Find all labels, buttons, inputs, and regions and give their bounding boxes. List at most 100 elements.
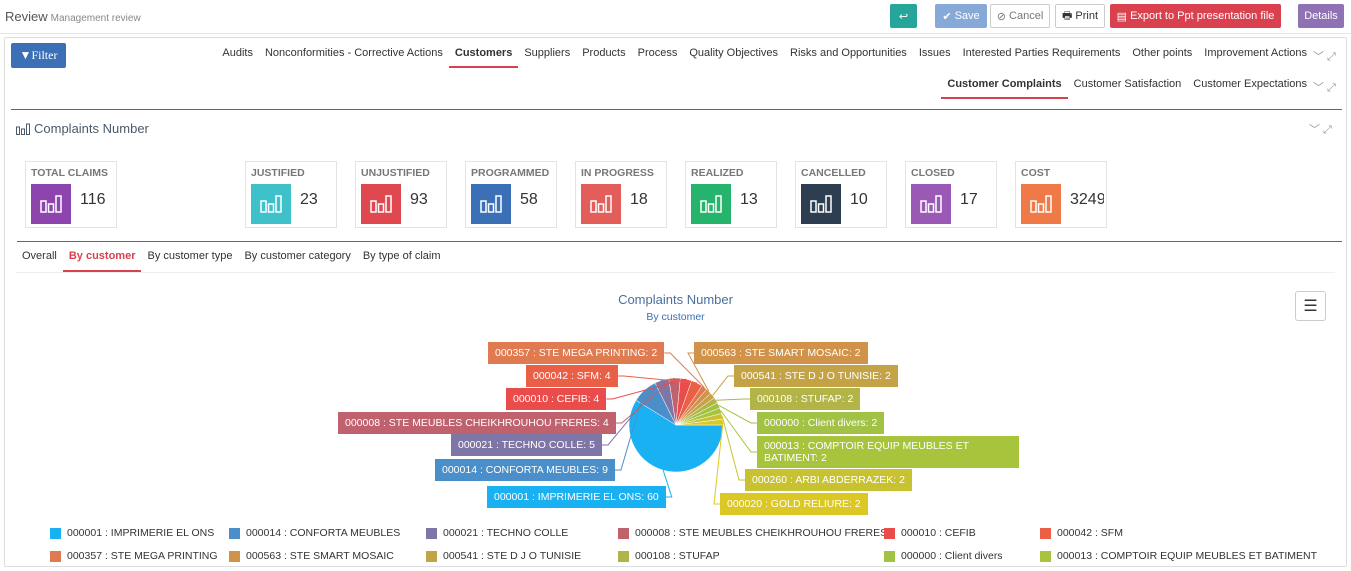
print-button[interactable]: 🖶 Print [1055, 4, 1105, 28]
tabs-collapse-icon[interactable]: ﹀ ⤢ [1313, 51, 1336, 63]
bar-chart-icon [471, 184, 511, 224]
kpi-card[interactable]: REALIZED 13 [685, 161, 777, 228]
subtab-customer-satisfaction[interactable]: Customer Satisfaction [1073, 78, 1182, 90]
legend-item[interactable]: 000001 : IMPRIMERIE EL ONS [50, 527, 214, 539]
funnel-icon: ▼ [19, 48, 32, 62]
kpi-card[interactable]: IN PROGRESS 18 [575, 161, 667, 228]
tab-risks-and-opportunities[interactable]: Risks and Opportunities [790, 47, 907, 59]
bar-chart-icon [16, 123, 30, 135]
cancel-button[interactable]: ⊘ Cancel [990, 4, 1050, 28]
legend-swatch [618, 550, 629, 562]
subtabs-collapse-icon[interactable]: ﹀ ⤢ [1313, 82, 1336, 94]
legend-item[interactable]: 000357 : STE MEGA PRINTING [50, 550, 218, 562]
data-label: 000000 : Client divers: 2 [757, 412, 885, 434]
data-label: 000108 : STUFAP: 2 [750, 388, 861, 410]
chart-menu-button[interactable]: ☰ [1295, 291, 1326, 321]
legend-item[interactable]: 000108 : STUFAP [618, 550, 720, 562]
export-ppt-button[interactable]: ▤ Export to Ppt presentation file [1110, 4, 1281, 28]
legend-item[interactable]: 000563 : STE SMART MOSAIC [229, 550, 394, 562]
legend-item[interactable]: 000021 : TECHNO COLLE [426, 527, 568, 539]
data-label: 000042 : SFM: 4 [526, 365, 618, 387]
main-tabs: Audits Nonconformities - Corrective Actio… [216, 46, 1313, 68]
data-label: 000260 : ARBI ABDERRAZEK: 2 [745, 469, 912, 491]
kpi-label: CLOSED [911, 167, 955, 179]
subtab-customer-expectations[interactable]: Customer Expectations [1193, 78, 1307, 90]
bar-chart-icon [1021, 184, 1061, 224]
data-label: 000021 : TECHNO COLLE: 5 [451, 434, 602, 456]
chart-tabs: Overall By customer By customer type By cus… [16, 250, 446, 272]
back-button[interactable]: ↩ [890, 4, 917, 28]
file-icon: ▤ [1116, 10, 1128, 23]
legend-item[interactable]: 000541 : STE D J O TUNISIE [426, 550, 581, 562]
legend-label: 000008 : STE MEUBLES CHEIKHROUHOU FRERES [635, 527, 888, 539]
kpi-value: 13 [740, 191, 758, 208]
data-label: 000013 : COMPTOIR EQUIP MEUBLES ET BATIM… [757, 436, 1019, 468]
legend-item[interactable]: 000008 : STE MEUBLES CHEIKHROUHOU FRERES [618, 527, 887, 539]
legend-label: 000000 : Client divers [901, 550, 1003, 562]
kpi-card[interactable]: CLOSED 17 [905, 161, 997, 228]
tab-nonconformities-corrective-actions[interactable]: Nonconformities - Corrective Actions [264, 47, 443, 59]
review-panel [4, 37, 1347, 567]
kpi-card[interactable]: CANCELLED 10 [795, 161, 887, 228]
tab-improvement-actions[interactable]: Improvement Actions [1204, 47, 1307, 59]
tab-other-points[interactable]: Other points [1132, 47, 1193, 59]
kpi-value: 23 [300, 191, 318, 208]
chart-tab-overall[interactable]: Overall [22, 250, 57, 262]
legend-item[interactable]: 000013 : COMPTOIR EQUIP MEUBLES ET BATIM… [1040, 550, 1317, 562]
data-label: 000008 : STE MEUBLES CHEIKHROUHOU FRERES… [338, 412, 616, 434]
ban-icon: ⊘ [996, 10, 1006, 23]
tab-customers[interactable]: Customers [448, 46, 519, 68]
kpi-card[interactable]: PROGRAMMED 58 [465, 161, 557, 228]
tab-suppliers[interactable]: Suppliers [524, 47, 571, 59]
legend-item[interactable]: 000000 : Client divers [884, 550, 1003, 562]
legend-label: 000021 : TECHNO COLLE [443, 527, 569, 539]
data-label: 000001 : IMPRIMERIE EL ONS: 60 [487, 486, 666, 508]
legend-label: 000563 : STE SMART MOSAIC [246, 550, 394, 562]
kpi-value: 116 [80, 191, 106, 208]
tab-process[interactable]: Process [637, 47, 678, 59]
kpi-label: IN PROGRESS [581, 167, 654, 179]
kpi-label: COST [1021, 167, 1051, 179]
data-label: 000010 : CEFIB: 4 [506, 388, 607, 410]
legend-item[interactable]: 000042 : SFM [1040, 527, 1123, 539]
chart-tab-by-customer-type[interactable]: By customer type [147, 250, 233, 262]
tab-audits[interactable]: Audits [222, 47, 253, 59]
subtab-customer-complaints[interactable]: Customer Complaints [941, 77, 1068, 99]
divider [16, 272, 1335, 273]
legend-item[interactable]: 000010 : CEFIB [884, 527, 976, 539]
legend-swatch [50, 550, 61, 562]
filter-button[interactable]: ▼ Filter [11, 43, 66, 68]
legend-swatch [229, 527, 240, 539]
legend-item[interactable]: 000014 : CONFORTA MEUBLES [229, 527, 400, 539]
section-collapse-icon[interactable]: ﹀ ⤢ [1309, 124, 1332, 136]
bar-chart-icon [581, 184, 621, 224]
legend-label: 000357 : STE MEGA PRINTING [67, 550, 218, 562]
tab-interested-parties-requirements[interactable]: Interested Parties Requirements [962, 47, 1121, 59]
save-button[interactable]: ✔ Save [935, 4, 987, 28]
kpi-card[interactable]: COST 3249 [1015, 161, 1107, 228]
legend-swatch [426, 550, 437, 562]
tab-issues[interactable]: Issues [918, 47, 951, 59]
tab-products[interactable]: Products [582, 47, 626, 59]
divider [11, 109, 1342, 110]
kpi-card[interactable]: UNJUSTIFIED 93 [355, 161, 447, 228]
legend-swatch [426, 527, 437, 539]
legend-label: 000108 : STUFAP [635, 550, 720, 562]
kpi-card[interactable]: JUSTIFIED 23 [245, 161, 337, 228]
legend-label: 000010 : CEFIB [901, 527, 976, 539]
chart-subtitle: By customer [646, 311, 705, 323]
legend-swatch [50, 527, 61, 539]
chart-tab-by-customer-category[interactable]: By customer category [244, 250, 351, 262]
chart-tab-by-customer[interactable]: By customer [62, 250, 142, 272]
print-icon: 🖶 [1061, 9, 1073, 22]
tab-quality-objectives[interactable]: Quality Objectives [689, 47, 779, 59]
chart-title: Complaints Number [618, 292, 733, 307]
chart-tab-by-type-of-claim[interactable]: By type of claim [362, 250, 441, 262]
kpi-card[interactable]: TOTAL CLAIMS 116 [25, 161, 117, 228]
section-title: Complaints Number [16, 121, 149, 136]
kpi-label: REALIZED [691, 167, 744, 179]
data-label: 000357 : STE MEGA PRINTING: 2 [488, 342, 665, 364]
legend-label: 000014 : CONFORTA MEUBLES [246, 527, 401, 539]
details-button[interactable]: Details [1298, 4, 1344, 28]
legend-swatch [884, 527, 895, 539]
